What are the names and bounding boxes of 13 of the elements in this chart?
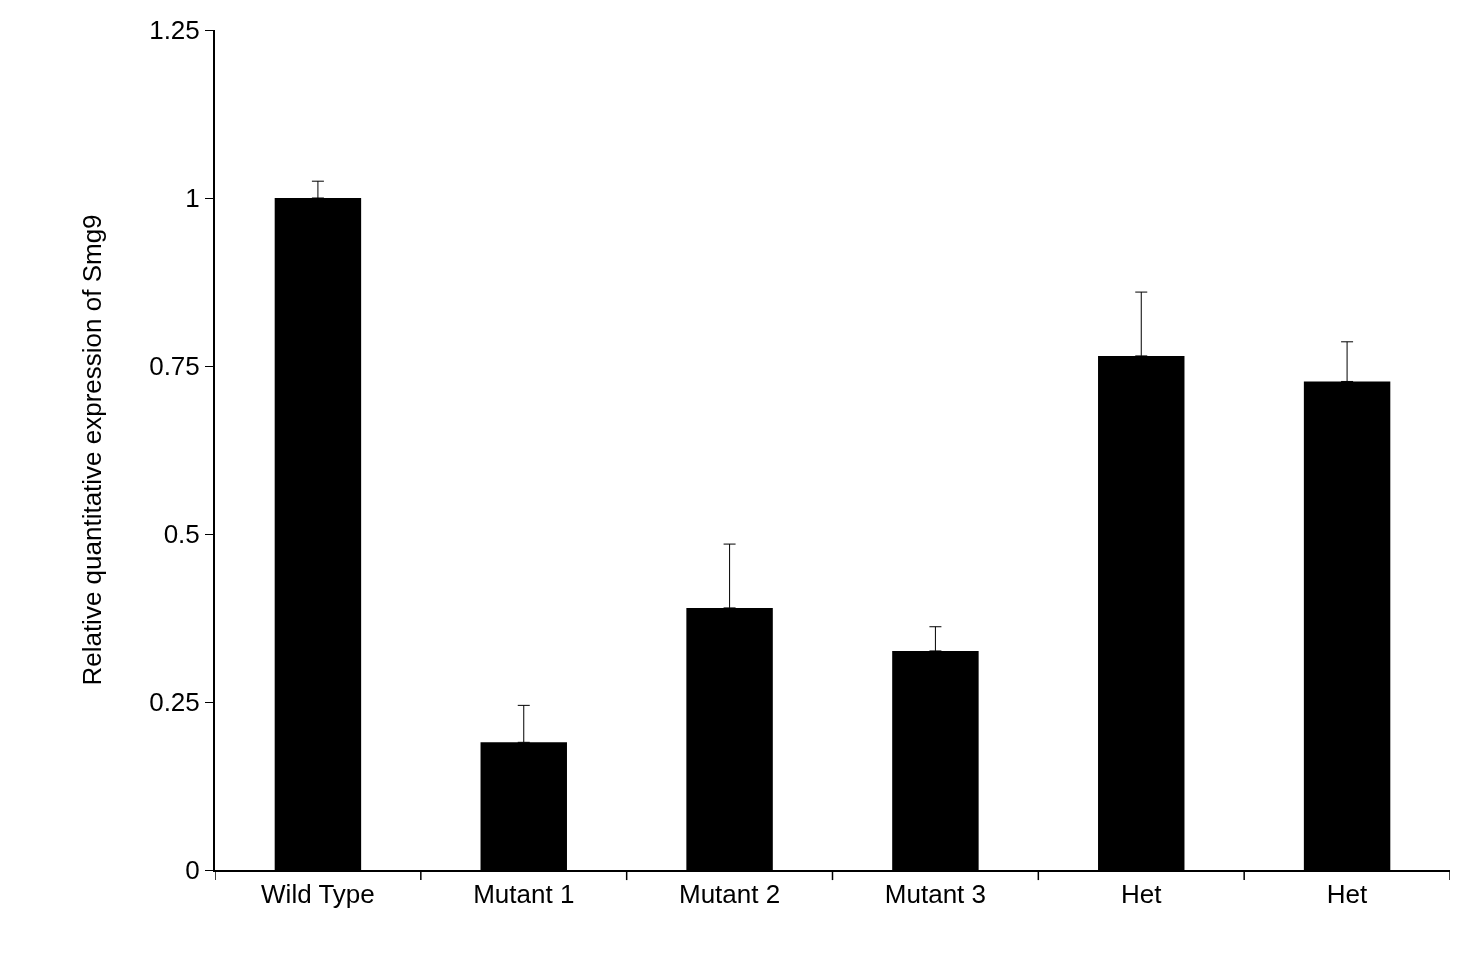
y-tick-label: 0.5: [163, 519, 200, 550]
x-tick-label: Mutant 1: [473, 879, 575, 910]
y-tick-label: 1: [185, 183, 200, 214]
x-tick-label: Mutant 3: [884, 879, 987, 910]
y-tick-label: 0: [185, 855, 200, 886]
x-tick-label: Het: [1121, 879, 1163, 910]
x-tick-label: Het: [1326, 879, 1369, 910]
x-tick-label: Wild Type: [261, 879, 375, 910]
y-tick-label: 1.25: [149, 15, 200, 46]
y-tick-label: 0.75: [149, 351, 200, 382]
y-tick-label: 0.25: [149, 687, 200, 718]
y-axis-title: Relative quantitative expression of Smg9: [77, 214, 108, 686]
x-tick-label: Mutant 2: [678, 879, 781, 910]
